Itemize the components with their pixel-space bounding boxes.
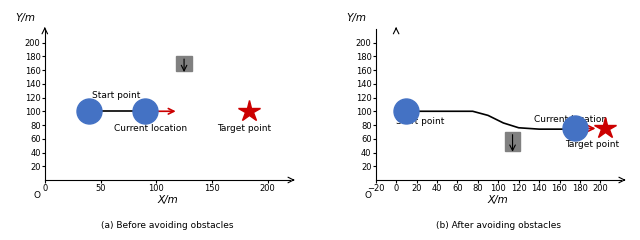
Text: Target point: Target point (564, 140, 619, 149)
Text: Start point: Start point (92, 91, 140, 100)
X-axis label: X/m: X/m (157, 195, 178, 204)
Title: (b) After avoiding obstacles: (b) After avoiding obstacles (436, 221, 561, 230)
Text: Target point: Target point (218, 124, 271, 133)
Bar (176, 56, 192, 72)
X-axis label: X/m: X/m (488, 195, 509, 204)
Bar (506, 132, 520, 151)
Text: O: O (33, 191, 40, 200)
Y-axis label: Y/m: Y/m (15, 13, 35, 23)
Text: O: O (365, 191, 372, 200)
Text: Start point: Start point (396, 117, 445, 126)
Title: (a) Before avoiding obstacles: (a) Before avoiding obstacles (101, 221, 234, 230)
Text: Current location: Current location (114, 124, 187, 133)
Text: Current location: Current location (534, 115, 607, 124)
Y-axis label: Y/m: Y/m (346, 13, 366, 23)
